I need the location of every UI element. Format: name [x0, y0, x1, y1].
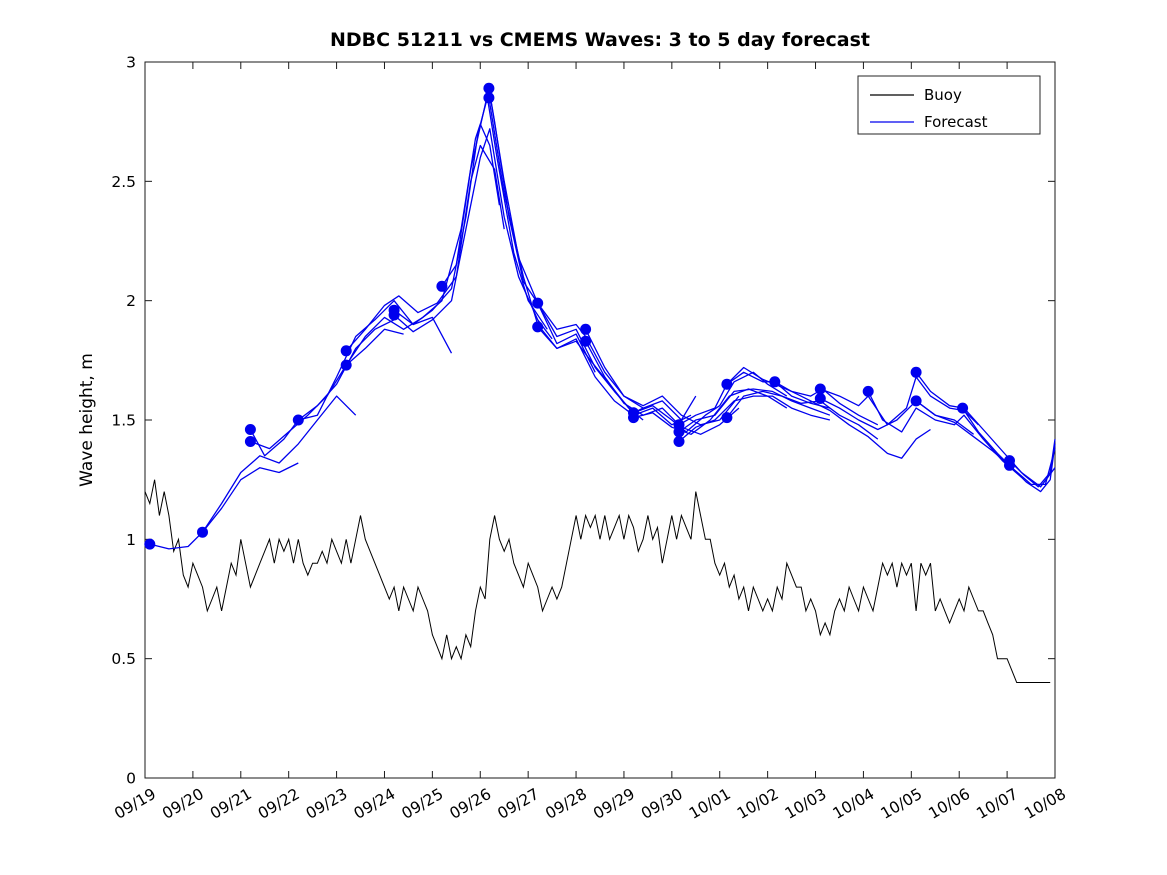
y-tick-label: 0	[126, 770, 136, 788]
forecast-marker	[910, 366, 922, 378]
forecast-marker	[532, 297, 544, 309]
forecast-line	[537, 326, 692, 426]
x-tick-label: 10/07	[973, 785, 1021, 823]
forecast-line	[149, 462, 299, 550]
chart-title: NDBC 51211 vs CMEMS Waves: 3 to 5 day fo…	[330, 29, 870, 51]
forecast-line	[537, 302, 697, 421]
forecast-marker	[436, 280, 448, 292]
forecast-line	[488, 97, 644, 421]
forecast-marker	[673, 436, 685, 447]
legend: Buoy Forecast	[857, 75, 1041, 135]
forecast-marker	[957, 402, 969, 414]
x-tick-label: 10/01	[686, 785, 734, 823]
x-tick-label: 10/06	[926, 785, 974, 823]
forecast-marker	[1004, 455, 1015, 467]
forecast-marker	[721, 412, 733, 424]
forecast-line	[345, 123, 501, 366]
forecast-line	[249, 319, 395, 457]
x-tick-label: 09/25	[399, 785, 447, 823]
y-tick-label: 3	[126, 54, 136, 72]
x-tick-label: 10/05	[878, 785, 926, 823]
x-tick-label: 10/08	[1021, 785, 1069, 823]
x-tick-label: 09/22	[255, 785, 303, 823]
forecast-marker	[910, 395, 922, 407]
forecast-line	[726, 390, 879, 440]
buoy-line	[144, 479, 1051, 683]
x-tick-label: 09/26	[447, 785, 495, 823]
forecast-marker	[244, 424, 256, 435]
forecast-line	[678, 388, 831, 433]
forecast-marker	[532, 321, 544, 333]
forecast-line	[393, 97, 548, 330]
forecast-line	[201, 395, 357, 533]
x-tick-label: 09/30	[638, 785, 686, 823]
forecast-marker	[197, 526, 208, 538]
x-tick-label: 09/21	[207, 785, 255, 823]
forecast-line	[345, 144, 505, 352]
forecast-marker	[814, 393, 826, 404]
forecast-line	[585, 329, 740, 426]
plot-box	[144, 61, 1056, 779]
y-tick-label: 2	[126, 292, 136, 310]
forecast-marker	[144, 538, 156, 550]
forecast-line	[678, 395, 831, 442]
x-tick-label: 09/29	[590, 785, 638, 823]
forecast-marker	[628, 407, 639, 419]
forecast-marker	[340, 359, 352, 371]
forecast-marker	[244, 436, 256, 447]
y-tick-label: 1	[126, 531, 136, 549]
x-tick-label: 09/28	[542, 785, 590, 823]
forecast-line	[915, 371, 1056, 488]
forecast-marker	[292, 414, 304, 426]
forecast-line	[962, 407, 1056, 493]
y-axis-label: Wave height, m	[77, 353, 97, 487]
forecast-line	[298, 300, 453, 421]
forecast-line	[393, 128, 553, 340]
y-tick-label: 1.5	[111, 412, 136, 430]
x-tick-label: 10/02	[734, 785, 782, 823]
forecast-line	[1009, 439, 1056, 488]
forecast-line	[774, 381, 931, 459]
x-tick-label: 09/23	[303, 785, 351, 823]
x-tick-label: 09/20	[159, 785, 207, 823]
x-tick-label: 09/27	[494, 785, 542, 823]
forecast-marker	[340, 345, 352, 357]
forecast-marker	[769, 376, 781, 388]
forecast-marker	[580, 323, 592, 335]
forecast-marker	[862, 385, 874, 397]
forecast-line	[633, 388, 788, 435]
forecast-line	[250, 328, 404, 450]
forecast-line	[726, 366, 879, 426]
forecast-line	[585, 340, 740, 435]
legend-label-forecast: Forecast	[924, 113, 988, 131]
x-tick-label: 09/19	[111, 785, 159, 823]
forecast-marker	[814, 383, 826, 395]
forecast-line	[867, 391, 1022, 478]
legend-box	[857, 75, 1041, 135]
forecast-line	[678, 371, 831, 426]
x-tick-label: 09/24	[351, 785, 399, 823]
x-tick-label: 10/03	[782, 785, 830, 823]
y-tick-label: 2.5	[111, 173, 136, 191]
legend-label-buoy: Buoy	[924, 86, 962, 104]
forecast-line	[820, 397, 974, 435]
x-tick-label: 10/04	[830, 785, 878, 823]
forecast-marker	[673, 419, 685, 431]
forecast-marker	[483, 82, 495, 94]
forecast-marker	[721, 378, 733, 390]
forecast-line	[441, 87, 596, 373]
forecast-line	[820, 376, 979, 426]
y-tick-label: 0.5	[111, 650, 136, 668]
forecast-marker	[388, 304, 400, 316]
forecast-marker	[483, 92, 495, 104]
forecast-marker	[580, 335, 592, 347]
